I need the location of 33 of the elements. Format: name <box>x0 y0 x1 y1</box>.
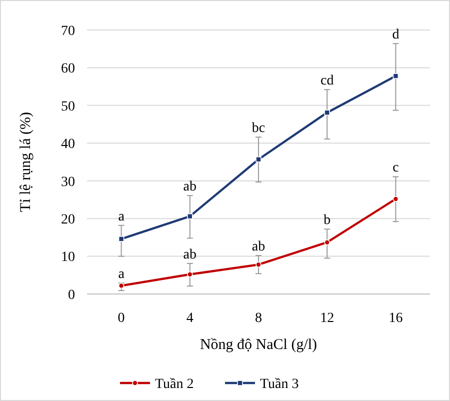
point <box>187 213 193 220</box>
y-tick-label: 10 <box>61 250 75 266</box>
y-tick-label: 40 <box>61 137 75 152</box>
annotation: ab <box>183 247 197 262</box>
annotation: bc <box>252 121 266 136</box>
point <box>256 156 262 162</box>
x-tick-label: 0 <box>118 311 125 326</box>
legend-label: Tuần 2 <box>155 376 194 392</box>
annotation: cd <box>320 74 334 89</box>
legend-label: Tuần 3 <box>260 376 299 392</box>
y-tick-label: 30 <box>61 174 75 190</box>
x-tick-label: 16 <box>388 311 403 326</box>
point <box>187 271 193 278</box>
x-tick-label: 8 <box>255 311 262 326</box>
x-tick-label: 12 <box>320 311 334 326</box>
y-axis-title: Tỉ lệ rụng lá (%) <box>18 112 34 212</box>
annotation: d <box>392 28 400 43</box>
y-tick-label: 60 <box>61 62 75 77</box>
point <box>324 239 330 246</box>
y-tick-label: 0 <box>68 288 75 303</box>
annotation: a <box>118 209 126 224</box>
annotation: a <box>118 267 126 282</box>
y-tick-label: 70 <box>61 24 75 39</box>
annotation: c <box>392 160 399 176</box>
annotation: ab <box>252 240 266 255</box>
x-tick-label: 4 <box>186 311 194 326</box>
point <box>324 110 330 116</box>
x-axis-title: Nồng độ NaCl (g/l) <box>200 337 318 353</box>
y-tick-label: 50 <box>61 99 75 114</box>
annotation: ab <box>183 180 197 195</box>
y-tick-label: 20 <box>61 212 75 228</box>
point <box>256 262 262 268</box>
annotation: b <box>324 213 331 228</box>
